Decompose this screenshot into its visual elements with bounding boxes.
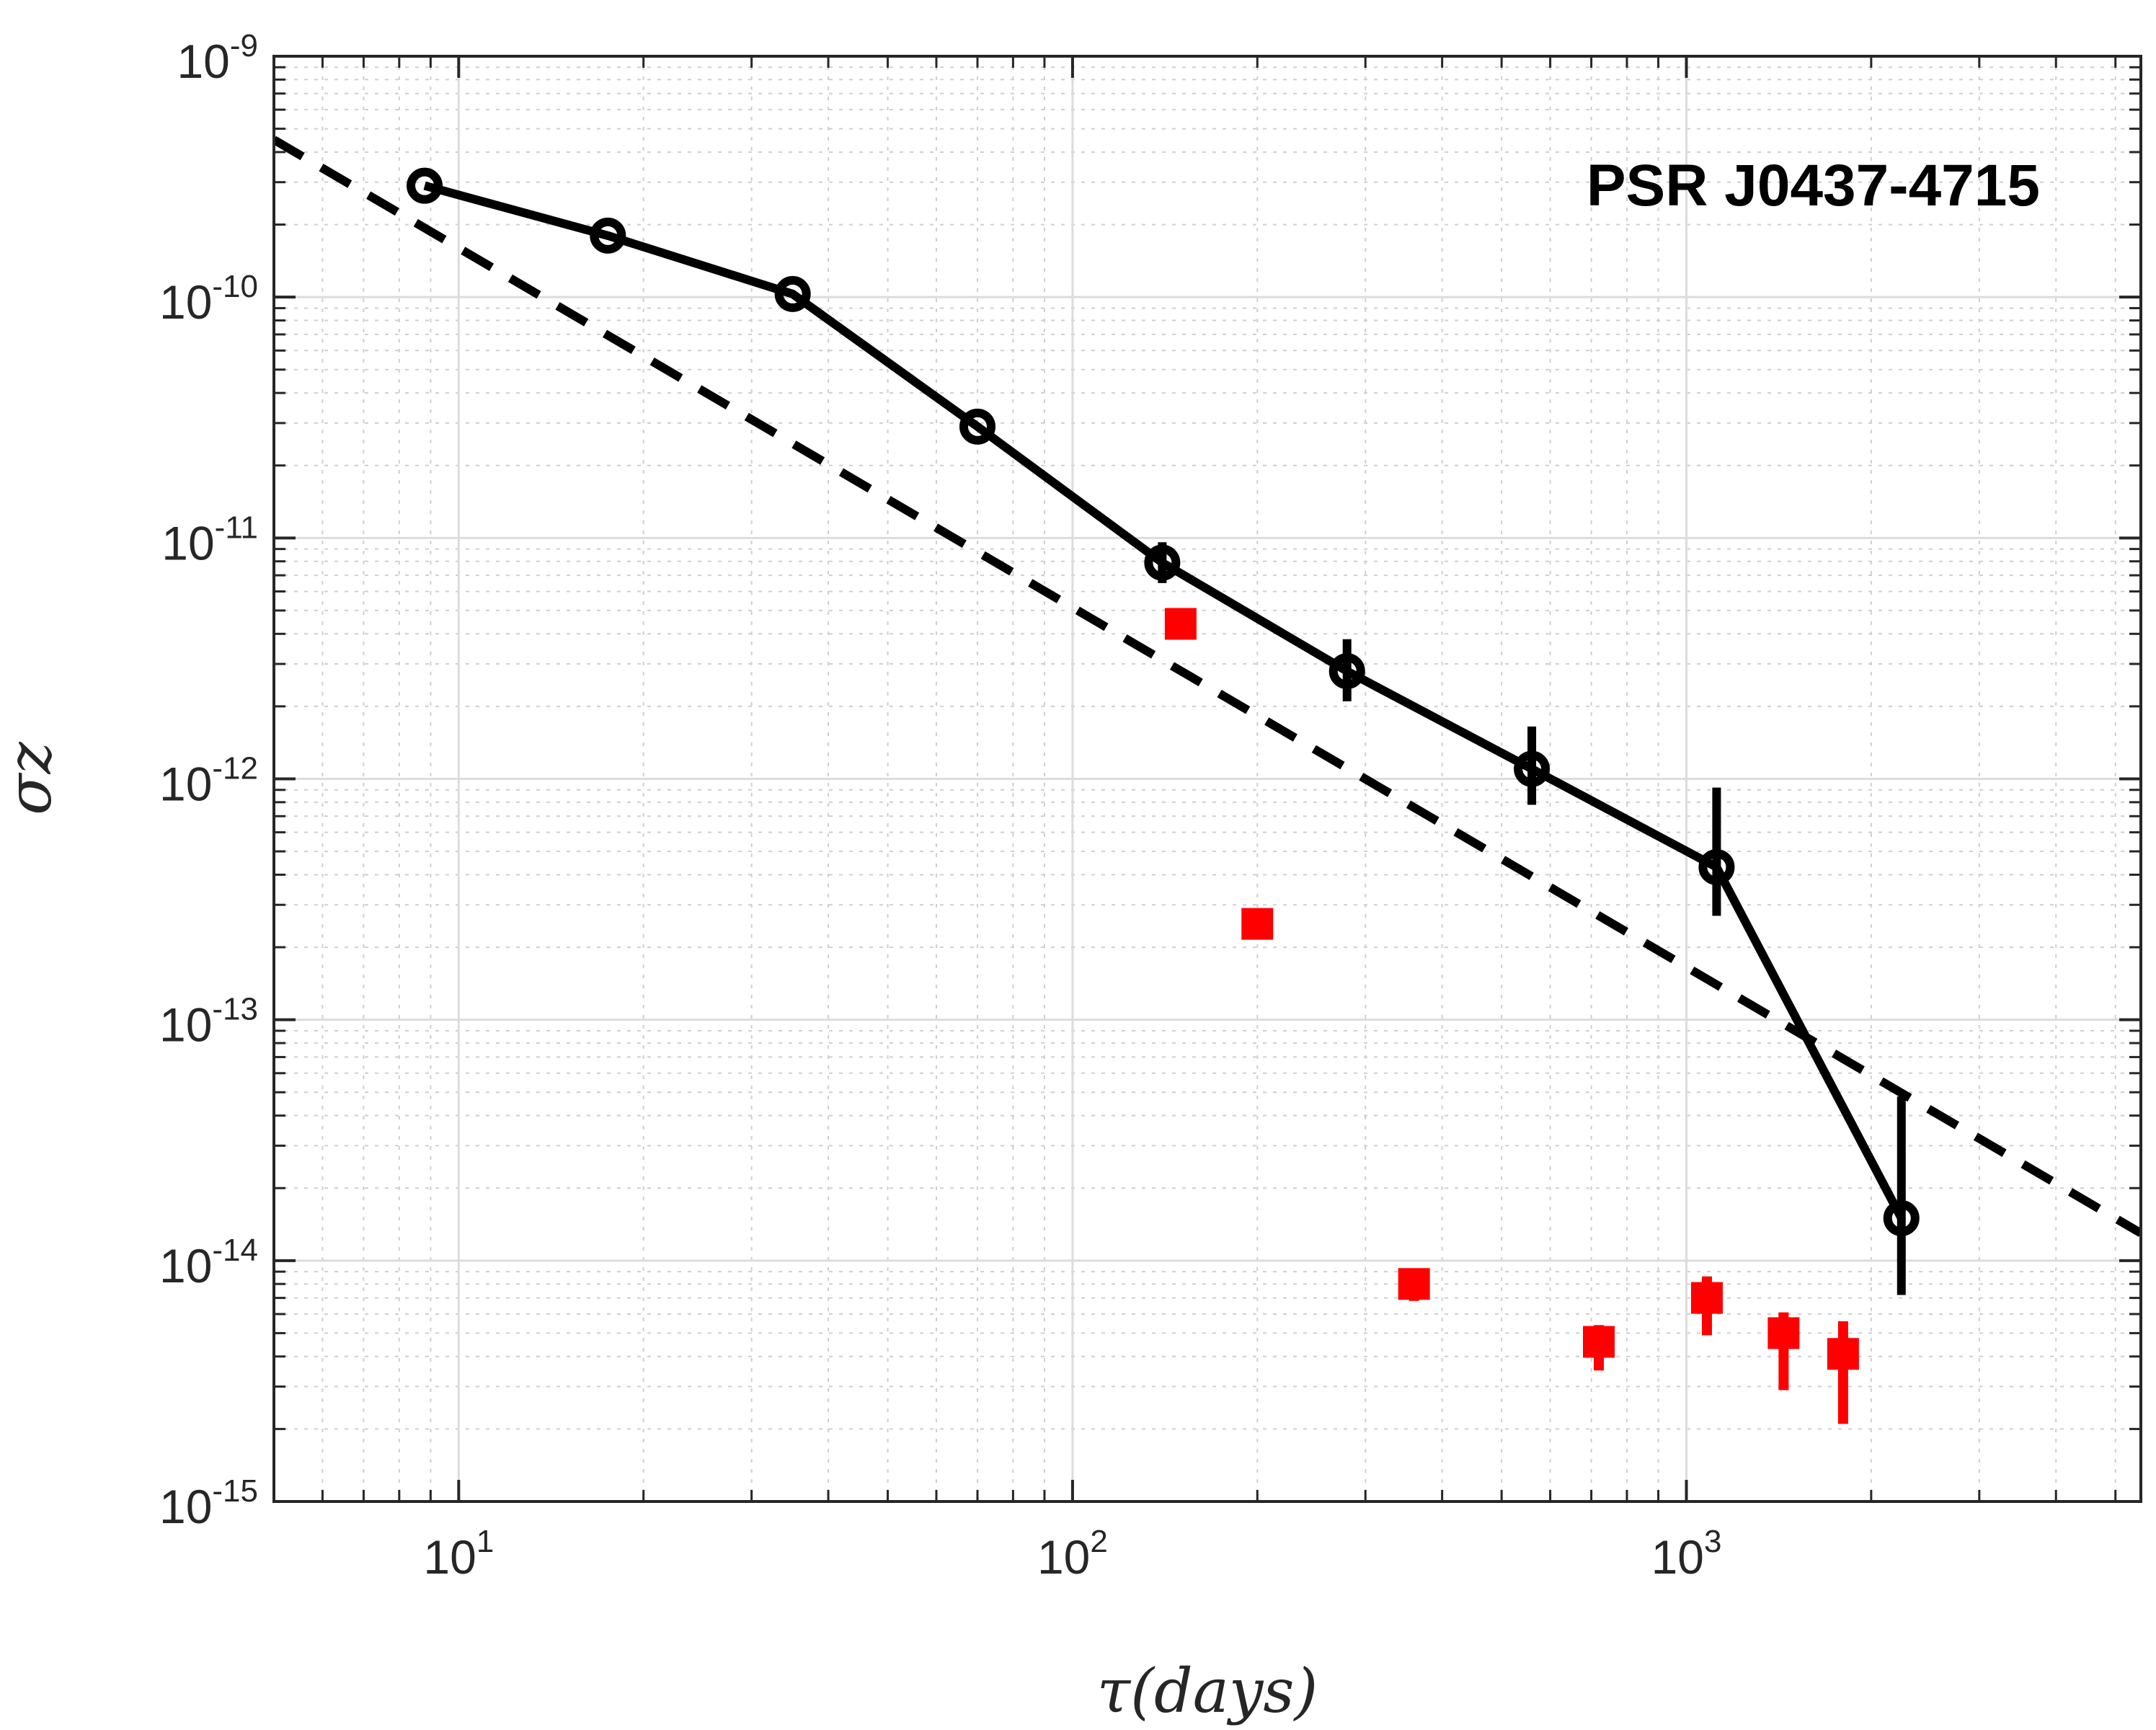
- black-circle-point: [1883, 1199, 1920, 1236]
- x-tick-label: 103: [1651, 1524, 1722, 1584]
- black-circle-point: [590, 217, 626, 254]
- black-circle-point: [959, 408, 996, 445]
- y-axis-label: σz: [0, 741, 65, 815]
- plot-area: [274, 136, 2141, 1424]
- y-tick-label: 10-12: [159, 751, 258, 811]
- black-circle-point: [1698, 848, 1735, 885]
- red-square-point: [1827, 1338, 1859, 1370]
- red-square-point: [1398, 1268, 1430, 1300]
- black-circle-point: [774, 275, 811, 312]
- y-tick-label: 10-11: [161, 510, 258, 569]
- axis-ticks: [272, 55, 2141, 1503]
- x-tick-label: 101: [423, 1524, 494, 1584]
- y-tick-label: 10-9: [177, 28, 258, 88]
- reference-dashed-line: [274, 136, 2141, 1237]
- y-tick-label: 10-15: [159, 1473, 258, 1533]
- black-circle-point: [407, 167, 443, 204]
- y-tick-labels: 10-15 10-14 10-13 10-12 10-11 10-10 10-9: [159, 28, 258, 1533]
- red-square-point: [1241, 908, 1274, 940]
- black-circle-point: [1328, 653, 1365, 690]
- x-tick-label: 102: [1037, 1524, 1108, 1584]
- red-square-point: [1583, 1326, 1615, 1358]
- black-circle-point: [1144, 544, 1181, 581]
- x-tick-labels: 101 102 103: [423, 1524, 1721, 1584]
- y-tick-label: 10-10: [159, 269, 258, 329]
- red-square-point: [1690, 1282, 1723, 1314]
- pulsar-annotation: PSR J0437-4715: [1587, 153, 2040, 218]
- y-tick-label: 10-13: [159, 992, 258, 1052]
- red-square-point: [1767, 1317, 1800, 1349]
- y-tick-label: 10-14: [159, 1233, 258, 1292]
- red-square-point: [1164, 608, 1197, 640]
- x-axis-label: τ(days): [1097, 1656, 1318, 1726]
- black-circle-point: [1514, 750, 1551, 787]
